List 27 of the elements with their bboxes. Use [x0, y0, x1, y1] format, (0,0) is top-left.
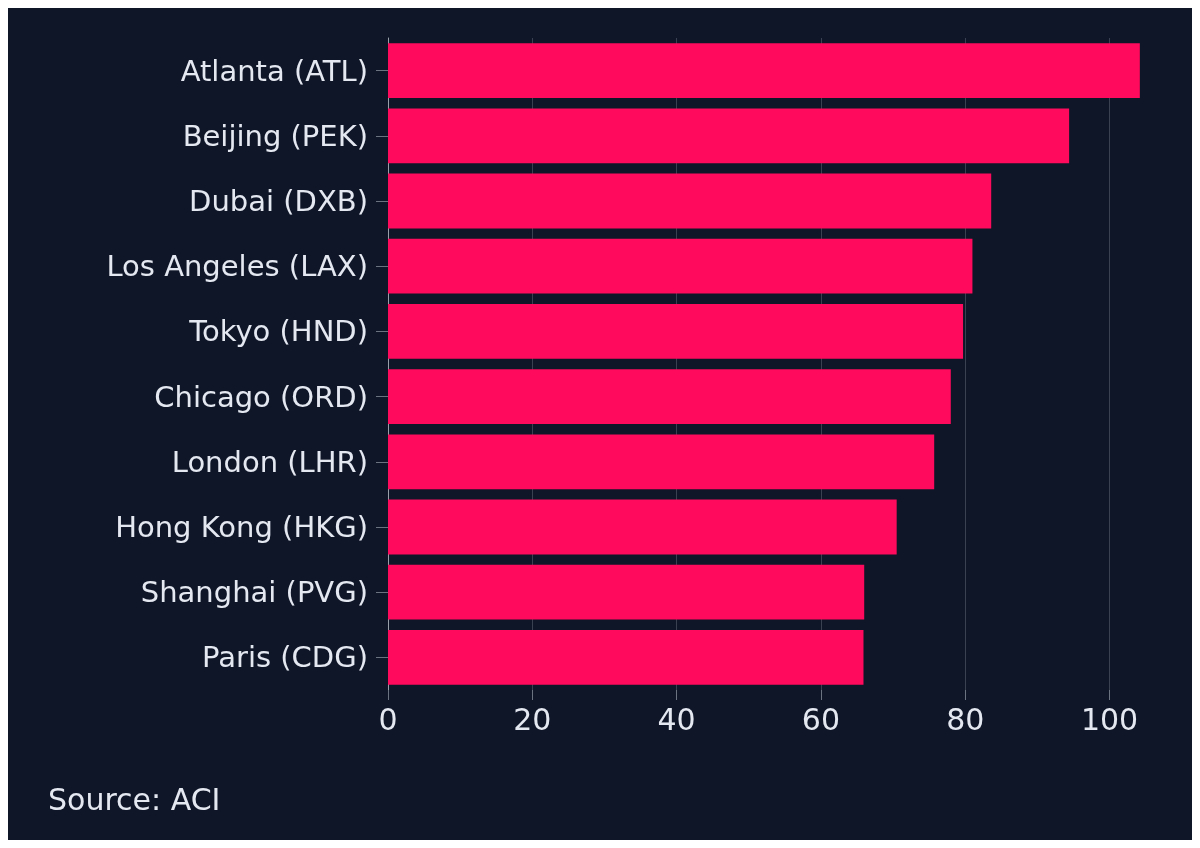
bar	[388, 173, 992, 229]
y-tick-label: Dubai (DXB)	[189, 184, 368, 218]
x-tick-label: 40	[657, 701, 696, 737]
x-tick-label: 0	[378, 701, 398, 737]
bar	[388, 304, 964, 359]
bar	[388, 434, 935, 490]
bar	[388, 630, 864, 685]
x-tick-label: 20	[513, 701, 552, 737]
bar	[388, 369, 951, 424]
x-tick-label: 60	[801, 701, 841, 737]
bar	[388, 43, 1140, 98]
y-tick-label: Hong Kong (HKG)	[115, 510, 368, 544]
y-tick-label: Paris (CDG)	[202, 640, 368, 675]
y-tick-label: Atlanta (ATL)	[180, 53, 368, 88]
y-tick-label: Shanghai (PVG)	[140, 575, 368, 610]
y-tick-label: Tokyo (HND)	[188, 314, 368, 349]
bar	[388, 564, 865, 620]
y-tick-label: London (LHR)	[171, 444, 368, 479]
x-tick-label: 100	[1080, 701, 1139, 737]
source-note: Source: ACI	[48, 781, 221, 817]
bar	[388, 108, 1070, 164]
y-tick-label: Chicago (ORD)	[154, 379, 368, 414]
bar	[388, 238, 973, 294]
y-tick-label: Los Angeles (LAX)	[106, 249, 368, 284]
y-tick-label: Beijing (PEK)	[182, 118, 368, 153]
x-tick-label: 80	[946, 701, 985, 737]
bar	[388, 499, 897, 555]
